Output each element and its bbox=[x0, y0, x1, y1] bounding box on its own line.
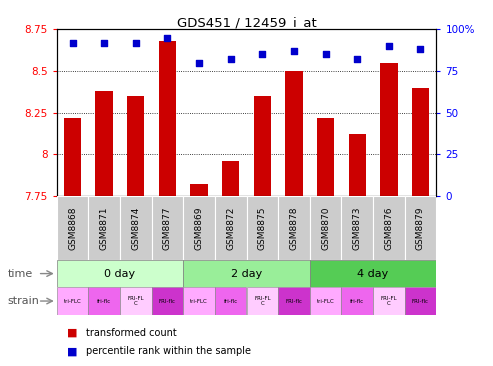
Bar bbox=[317, 117, 334, 196]
Bar bbox=[246, 287, 278, 315]
Bar bbox=[278, 287, 310, 315]
Point bbox=[417, 46, 424, 52]
Text: GSM8876: GSM8876 bbox=[385, 206, 393, 250]
Bar bbox=[310, 260, 436, 287]
Bar bbox=[405, 196, 436, 260]
Point bbox=[258, 51, 266, 57]
Text: FRI-flc: FRI-flc bbox=[159, 299, 176, 303]
Text: GSM8868: GSM8868 bbox=[68, 206, 77, 250]
Bar bbox=[152, 196, 183, 260]
Point bbox=[385, 43, 393, 49]
Bar bbox=[88, 287, 120, 315]
Bar bbox=[222, 161, 240, 196]
Text: 0 day: 0 day bbox=[105, 269, 136, 279]
Text: tri-FLC: tri-FLC bbox=[190, 299, 208, 303]
Point bbox=[227, 56, 235, 62]
Bar bbox=[341, 196, 373, 260]
Bar bbox=[127, 96, 144, 196]
Text: 4 day: 4 day bbox=[357, 269, 388, 279]
Text: GSM8878: GSM8878 bbox=[289, 206, 298, 250]
Text: GSM8873: GSM8873 bbox=[352, 206, 362, 250]
Text: GSM8879: GSM8879 bbox=[416, 206, 425, 250]
Text: strain: strain bbox=[7, 296, 39, 306]
Bar bbox=[183, 196, 215, 260]
Point bbox=[195, 60, 203, 66]
Bar bbox=[152, 287, 183, 315]
Text: FRI-FL
C: FRI-FL C bbox=[254, 296, 271, 306]
Point bbox=[164, 35, 172, 41]
Point bbox=[290, 48, 298, 54]
Bar bbox=[57, 287, 88, 315]
Text: time: time bbox=[7, 269, 33, 279]
Bar bbox=[120, 196, 152, 260]
Text: tri-FLC: tri-FLC bbox=[64, 299, 81, 303]
Text: FRI-flc: FRI-flc bbox=[285, 299, 302, 303]
Text: GSM8875: GSM8875 bbox=[258, 206, 267, 250]
Bar bbox=[88, 196, 120, 260]
Text: transformed count: transformed count bbox=[86, 328, 177, 338]
Text: GSM8874: GSM8874 bbox=[131, 206, 141, 250]
Bar bbox=[349, 134, 366, 196]
Bar bbox=[380, 63, 397, 196]
Bar bbox=[215, 287, 246, 315]
Text: tri-FLC: tri-FLC bbox=[317, 299, 334, 303]
Point bbox=[132, 40, 140, 45]
Bar bbox=[190, 184, 208, 196]
Point bbox=[321, 51, 329, 57]
Text: ■: ■ bbox=[67, 328, 77, 338]
Bar bbox=[120, 287, 152, 315]
Bar bbox=[183, 287, 215, 315]
Text: ■: ■ bbox=[67, 346, 77, 356]
Bar bbox=[373, 287, 405, 315]
Bar bbox=[96, 91, 113, 196]
Bar bbox=[278, 196, 310, 260]
Bar bbox=[57, 260, 183, 287]
Bar bbox=[285, 71, 303, 196]
Bar bbox=[405, 287, 436, 315]
Bar bbox=[57, 196, 88, 260]
Text: FRI-FL
C: FRI-FL C bbox=[381, 296, 397, 306]
Point bbox=[69, 40, 76, 45]
Text: fri-flc: fri-flc bbox=[223, 299, 238, 303]
Bar bbox=[310, 196, 341, 260]
Point bbox=[353, 56, 361, 62]
Point bbox=[100, 40, 108, 45]
Text: fri-flc: fri-flc bbox=[350, 299, 364, 303]
Text: GSM8871: GSM8871 bbox=[100, 206, 108, 250]
Text: percentile rank within the sample: percentile rank within the sample bbox=[86, 346, 251, 356]
Text: GDS451 / 12459_i_at: GDS451 / 12459_i_at bbox=[176, 16, 317, 30]
Bar bbox=[64, 117, 81, 196]
Bar bbox=[246, 196, 278, 260]
Bar bbox=[341, 287, 373, 315]
Bar bbox=[373, 196, 405, 260]
Text: 2 day: 2 day bbox=[231, 269, 262, 279]
Bar bbox=[183, 260, 310, 287]
Text: fri-flc: fri-flc bbox=[97, 299, 111, 303]
Text: FRI-flc: FRI-flc bbox=[412, 299, 429, 303]
Bar bbox=[253, 96, 271, 196]
Text: GSM8870: GSM8870 bbox=[321, 206, 330, 250]
Text: GSM8869: GSM8869 bbox=[195, 206, 204, 250]
Text: GSM8872: GSM8872 bbox=[226, 206, 235, 250]
Text: FRI-FL
C: FRI-FL C bbox=[128, 296, 144, 306]
Text: GSM8877: GSM8877 bbox=[163, 206, 172, 250]
Bar bbox=[215, 196, 246, 260]
Bar bbox=[412, 87, 429, 196]
Bar bbox=[310, 287, 341, 315]
Bar bbox=[159, 41, 176, 196]
